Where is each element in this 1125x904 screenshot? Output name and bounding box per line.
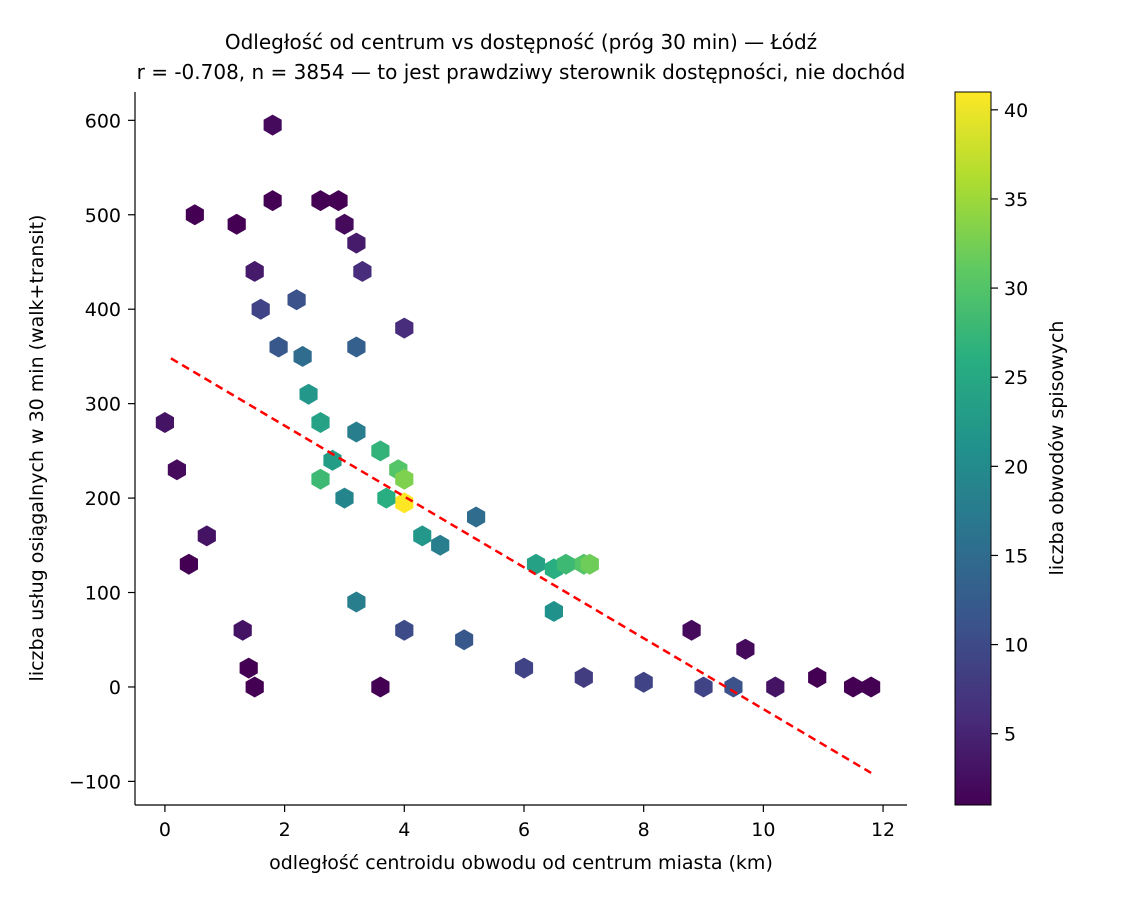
hexbin-cell bbox=[311, 468, 330, 490]
colorbar-tick-label: 5 bbox=[1004, 724, 1016, 746]
y-tick-label: 0 bbox=[109, 677, 121, 699]
hexbin-cell bbox=[263, 190, 282, 212]
hexbin-cell bbox=[377, 487, 396, 509]
hexbin-cell bbox=[844, 676, 863, 698]
hexbin-cell bbox=[347, 336, 366, 358]
y-tick-label: 300 bbox=[85, 394, 121, 416]
colorbar-tick-label: 25 bbox=[1004, 367, 1028, 389]
x-tick-label: 6 bbox=[518, 819, 530, 841]
hexbin-cell bbox=[167, 459, 186, 481]
hexbin-cell bbox=[353, 260, 372, 282]
colorbar bbox=[954, 91, 992, 806]
y-axis-ticks: −100 0 100 200 300 400 500 600 bbox=[69, 110, 135, 793]
x-tick-label: 10 bbox=[751, 819, 775, 841]
colorbar-label: liczba obwodów spisowych bbox=[1046, 321, 1068, 576]
colorbar-tick-label: 15 bbox=[1004, 545, 1028, 567]
hexbin-cell bbox=[293, 345, 312, 367]
hexbin-cells bbox=[155, 114, 881, 698]
hexbin-cell bbox=[233, 619, 252, 641]
x-tick-label: 0 bbox=[159, 819, 171, 841]
hexbin-cell bbox=[287, 289, 306, 311]
hexbin-cell bbox=[862, 676, 881, 698]
hexbin-cell bbox=[335, 487, 354, 509]
hexbin-cell bbox=[766, 676, 785, 698]
trend-line bbox=[170, 357, 872, 774]
hexbin-cell bbox=[808, 667, 827, 688]
x-tick-label: 4 bbox=[398, 819, 410, 841]
colorbar-tick-label: 20 bbox=[1004, 456, 1028, 478]
hexbin-cell bbox=[227, 213, 246, 235]
hexbin-cell bbox=[580, 553, 599, 575]
hexbin-cell bbox=[574, 667, 593, 688]
hexbin-cell bbox=[395, 492, 414, 514]
colorbar-tick-label: 10 bbox=[1004, 635, 1028, 657]
x-axis-ticks: 0 2 4 6 8 10 12 bbox=[159, 805, 895, 841]
hexbin-cell bbox=[395, 317, 414, 339]
hexbin-cell bbox=[455, 629, 474, 651]
x-tick-label: 8 bbox=[638, 819, 650, 841]
hexbin-cell bbox=[197, 525, 216, 547]
y-tick-label: 400 bbox=[85, 299, 121, 321]
hexbin-cell bbox=[347, 232, 366, 254]
hexbin-cell bbox=[311, 190, 330, 212]
hexbin-cell bbox=[467, 506, 486, 528]
hexbin-cell bbox=[299, 383, 318, 405]
y-tick-label: 100 bbox=[85, 583, 121, 605]
hexbin-cell bbox=[263, 114, 282, 136]
hexbin-cell bbox=[514, 657, 534, 679]
hexbin-cell bbox=[347, 591, 366, 613]
hexbin-cell bbox=[347, 421, 366, 443]
hexbin-cell bbox=[185, 204, 204, 226]
hexbin-cell bbox=[544, 600, 563, 622]
trend-line-group bbox=[170, 357, 872, 774]
hexbin-cell bbox=[431, 534, 450, 556]
hexbin-cell bbox=[311, 412, 330, 433]
y-tick-label: 500 bbox=[85, 205, 121, 227]
colorbar-tick-label: 30 bbox=[1004, 278, 1028, 300]
hexbin-cell bbox=[634, 671, 653, 693]
hexbin-cell bbox=[395, 619, 414, 641]
hexbin-cell bbox=[329, 190, 348, 212]
hexbin-cell bbox=[323, 449, 342, 471]
chart-title: Odległość od centrum vs dostępność (próg… bbox=[225, 30, 817, 54]
hexbin-cell bbox=[736, 638, 755, 660]
x-tick-label: 12 bbox=[871, 819, 895, 841]
y-tick-label: −100 bbox=[69, 771, 121, 793]
hexbin-cell bbox=[371, 676, 390, 698]
colorbar-tick-label: 35 bbox=[1004, 189, 1028, 211]
y-axis-label: liczba usług osiągalnych w 30 min (walk+… bbox=[26, 215, 48, 682]
y-tick-label: 600 bbox=[85, 110, 121, 132]
chart-subtitle: r = -0.708, n = 3854 — to jest prawdziwy… bbox=[137, 60, 906, 84]
hexbin-cell bbox=[556, 553, 575, 575]
hexbin-cell bbox=[335, 213, 354, 235]
hexbin-cell bbox=[245, 260, 264, 282]
colorbar-tick-label: 40 bbox=[1004, 100, 1028, 122]
hexbin-cell bbox=[682, 619, 701, 641]
hexbin-cell bbox=[413, 525, 432, 547]
hexbin-cell bbox=[155, 412, 174, 433]
hexbin-cell bbox=[179, 553, 198, 575]
hexbin-cell bbox=[245, 676, 264, 698]
hexbin-cell bbox=[269, 336, 288, 358]
colorbar-ticks: 5 10 15 20 25 30 35 40 bbox=[991, 100, 1028, 746]
x-axis-label: odległość centroidu obwodu od centrum mi… bbox=[269, 852, 773, 874]
hexbin-cell bbox=[251, 298, 270, 320]
hexbin-cell bbox=[395, 468, 414, 490]
hexbin-cell bbox=[239, 657, 258, 679]
y-tick-label: 200 bbox=[85, 488, 121, 510]
hexbin-cell bbox=[724, 676, 743, 698]
x-tick-label: 2 bbox=[279, 819, 291, 841]
hexbin-cell bbox=[694, 676, 713, 698]
hexbin-cell bbox=[371, 440, 390, 462]
hexbin-cell bbox=[526, 553, 546, 575]
